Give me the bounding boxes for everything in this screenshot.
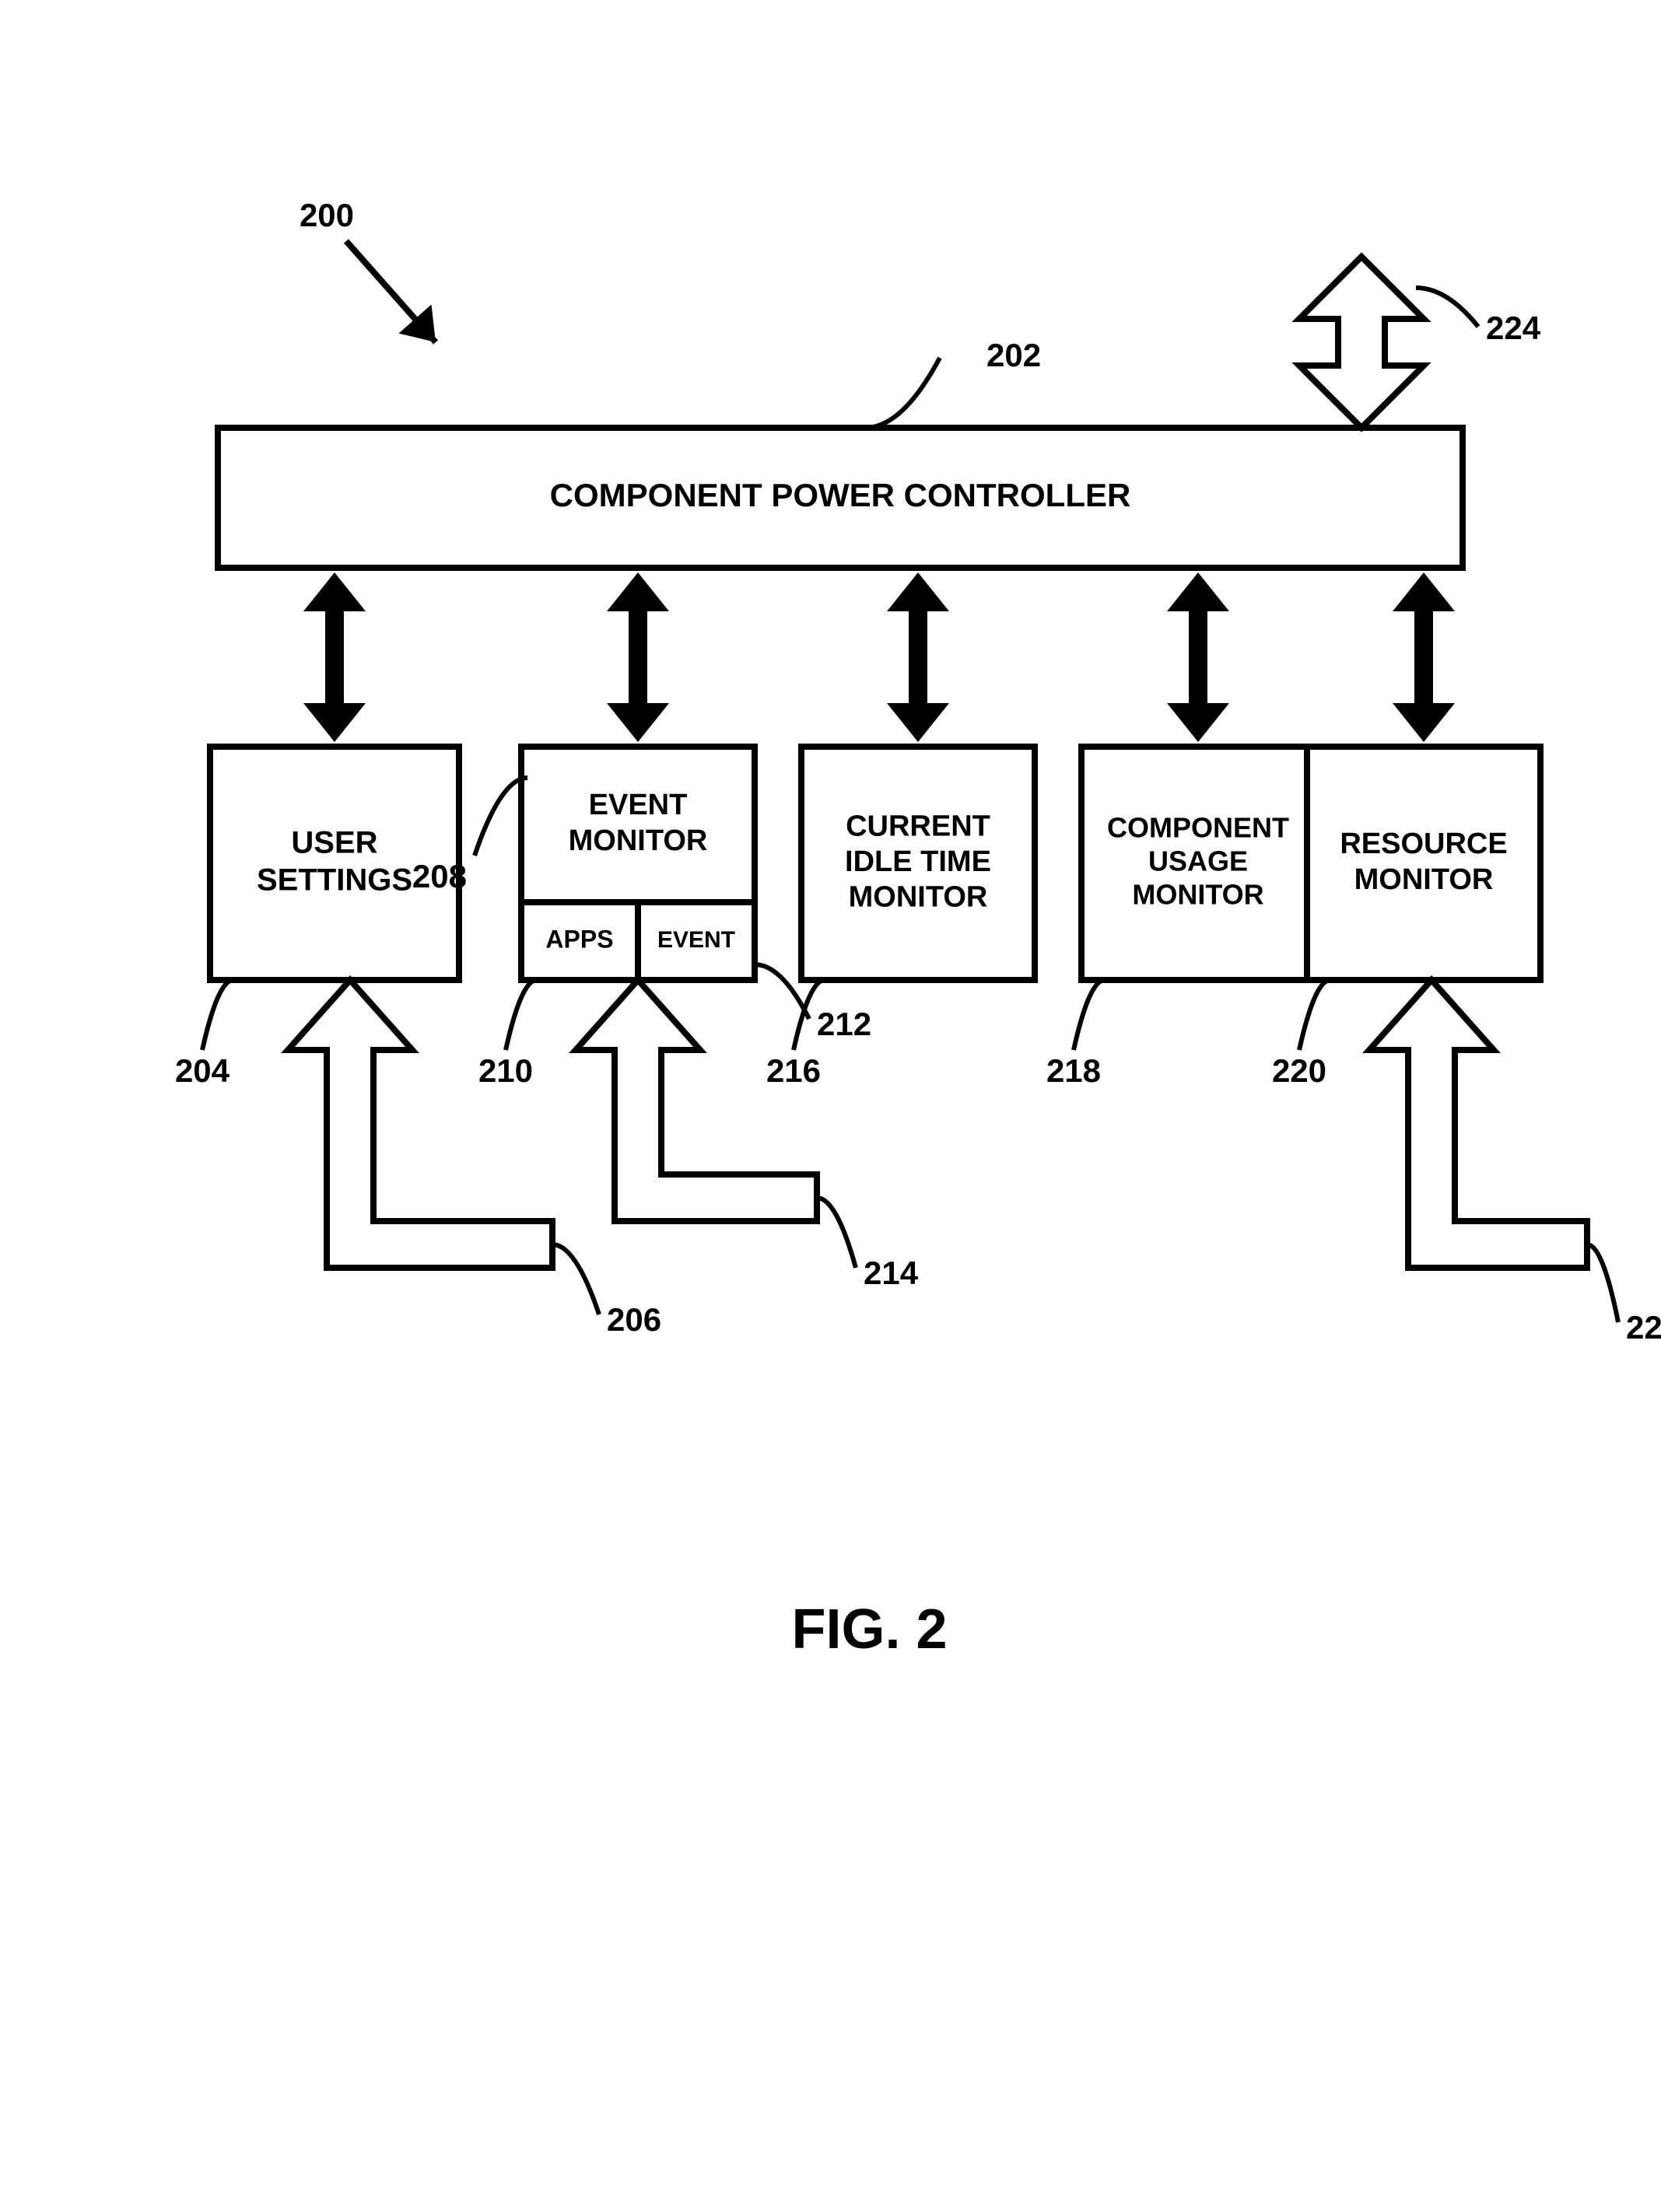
controller-ref: 202 xyxy=(986,337,1041,373)
leader-line xyxy=(865,358,940,428)
leader-line xyxy=(1299,980,1330,1050)
event-monitor-ref: 208 xyxy=(412,858,467,894)
leader-line xyxy=(202,980,233,1050)
leader-line xyxy=(506,980,537,1050)
resource-monitor-input-arrow xyxy=(1369,980,1587,1268)
leader-line xyxy=(1587,1244,1618,1322)
figure-caption: FIG. 2 xyxy=(791,1598,947,1661)
figure-id-label: 200 xyxy=(300,197,354,233)
event-monitor-label-0: EVENT xyxy=(589,789,688,821)
resource-monitor-link-arrow xyxy=(1393,572,1455,742)
controller-io-ref: 224 xyxy=(1486,310,1541,346)
leader-line xyxy=(1074,980,1105,1050)
usage-monitor-label-0: COMPONENT xyxy=(1107,811,1289,843)
controller-io-arrow xyxy=(1299,257,1424,428)
event-monitor-apps-label: APPS xyxy=(545,925,613,953)
idle-time-monitor-label-2: MONITOR xyxy=(849,881,988,914)
user-settings-link-arrow xyxy=(303,572,366,742)
idle-monitor-ref: 216 xyxy=(766,1052,821,1089)
resource-monitor-ref: 220 xyxy=(1272,1052,1326,1089)
usage-monitor-link-arrow xyxy=(1167,572,1229,742)
event-monitor-input-arrow xyxy=(576,980,817,1221)
event-monitor-link-arrow xyxy=(607,572,669,742)
resource-monitor-label-0: RESOURCE xyxy=(1340,828,1507,860)
usage-monitor-ref: 218 xyxy=(1046,1052,1101,1089)
event-monitor-input-ref: 214 xyxy=(864,1255,919,1291)
apps-ref: 210 xyxy=(478,1052,533,1089)
usage-monitor-label-2: MONITOR xyxy=(1132,879,1263,911)
user-settings-ref: 204 xyxy=(175,1052,230,1089)
user-settings-label-0: USER xyxy=(291,826,377,860)
event-ref: 212 xyxy=(817,1006,871,1042)
resource-monitor-input-ref: 222 xyxy=(1626,1309,1661,1346)
leader-line xyxy=(552,1244,599,1314)
controller-label: COMPONENT POWER CONTROLLER xyxy=(550,477,1131,513)
idle-time-monitor-label-0: CURRENT xyxy=(846,810,990,842)
usage-monitor-label-1: USAGE xyxy=(1148,845,1248,877)
idle-time-monitor-label-1: IDLE TIME xyxy=(845,845,991,878)
event-monitor-event-label: EVENT xyxy=(657,927,735,953)
leader-line xyxy=(817,1198,856,1268)
event-monitor-label-1: MONITOR xyxy=(569,824,708,857)
user-settings-input-ref: 206 xyxy=(607,1301,661,1338)
user-settings-label-1: SETTINGS xyxy=(257,863,412,898)
resource-monitor-label-1: MONITOR xyxy=(1354,863,1494,896)
idle-time-monitor-link-arrow xyxy=(887,572,949,742)
